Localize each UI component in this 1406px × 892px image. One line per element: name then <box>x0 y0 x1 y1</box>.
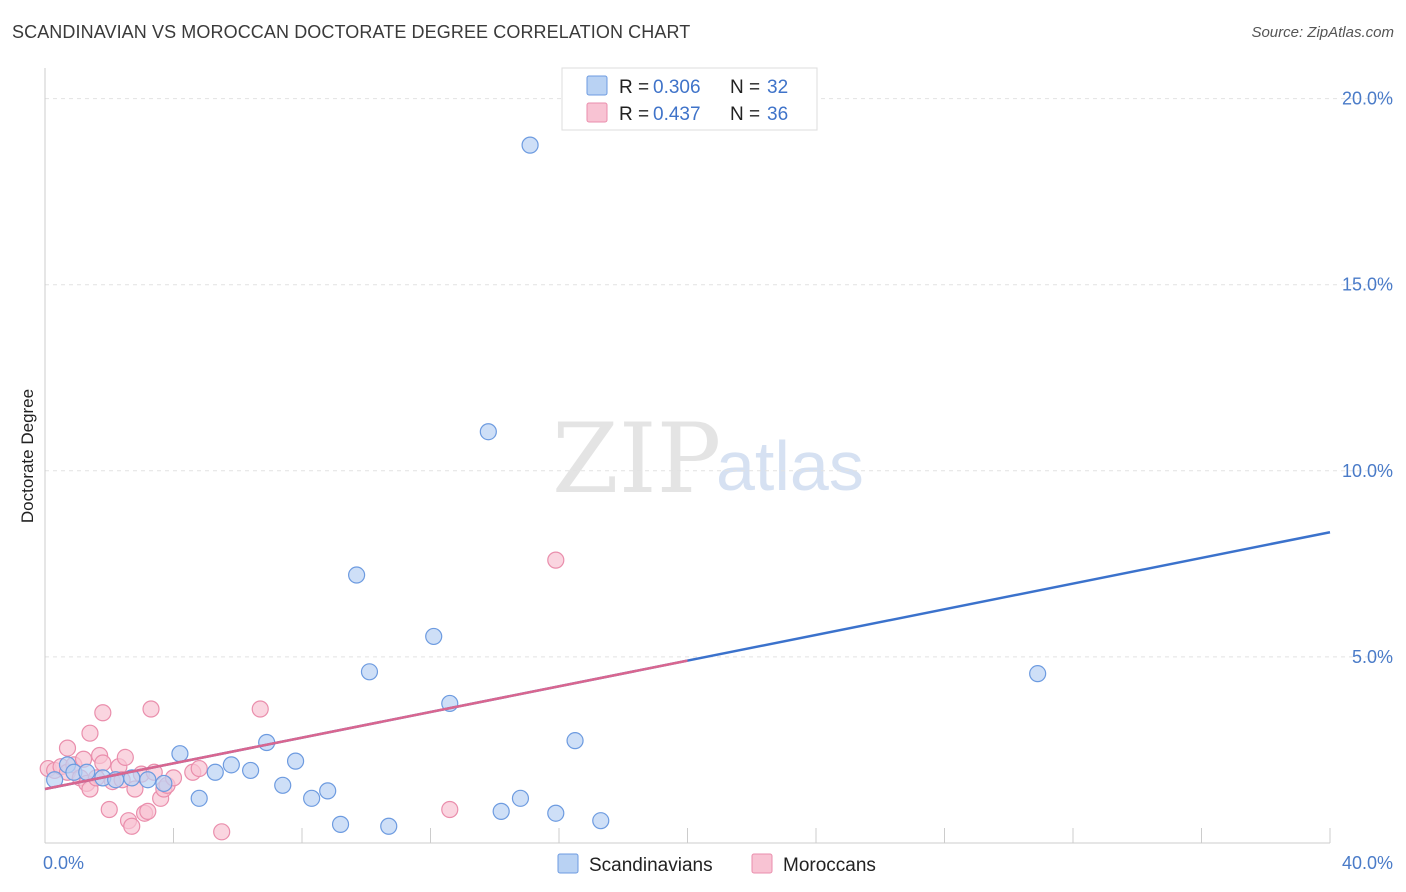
scandinavians-point-13 <box>242 761 260 780</box>
watermark: ZIP atlas <box>552 403 864 515</box>
legend-r-label-1: R = <box>619 77 649 98</box>
bottom-legend-swatch-scandinavians[interactable] <box>557 853 579 874</box>
moroccans-point-34 <box>213 823 231 841</box>
moroccans-point-37 <box>547 551 565 569</box>
legend-n-label-1: N = <box>730 77 760 98</box>
top-legend: R = 0.306 N = 32 R = 0.437 N = 36 <box>561 67 818 131</box>
scandinavians-point-17 <box>303 789 321 807</box>
scandinavians-point-30 <box>566 732 584 750</box>
scandinavians-points <box>46 136 1047 835</box>
legend-r-value-2: 0.437 <box>653 104 701 125</box>
scandinavians-point-21 <box>360 663 379 681</box>
chart-source: Source: ZipAtlas.com <box>1251 24 1394 41</box>
y-tick-label-2: 15.0% <box>1342 275 1393 295</box>
scandinavians-point-11 <box>206 763 224 781</box>
legend-swatch-moroccans <box>586 102 608 123</box>
scandinavians-point-18 <box>319 782 337 800</box>
y-tick-label-0: 5.0% <box>1352 647 1393 667</box>
scandinavians-point-22 <box>380 817 398 835</box>
x-tick-label-0: 0.0% <box>43 853 84 873</box>
moroccans-point-14 <box>94 704 112 722</box>
legend-n-value-1: 32 <box>767 77 788 98</box>
moroccans-point-26 <box>142 700 160 718</box>
legend-r-value-1: 0.306 <box>653 77 701 98</box>
moroccans-point-4 <box>58 739 77 757</box>
scandinavians-point-20 <box>348 566 366 584</box>
scandinavians-point-19 <box>331 815 350 833</box>
bottom-legend-swatch-moroccans[interactable] <box>751 853 773 874</box>
scandinavians-point-12 <box>222 756 240 774</box>
x-tick-label-1: 40.0% <box>1342 853 1393 873</box>
moroccans-point-36 <box>441 800 459 819</box>
trend-layer <box>44 530 1331 791</box>
watermark-atlas: atlas <box>716 427 864 505</box>
moroccans-point-13 <box>94 754 112 772</box>
watermark-zip: ZIP <box>552 403 721 515</box>
y-axis-title: Doctorate Degree <box>18 389 37 523</box>
scandinavians-point-31 <box>592 812 610 830</box>
legend-n-value-2: 36 <box>767 104 788 125</box>
chart-title: SCANDINAVIAN VS MOROCCAN DOCTORATE DEGRE… <box>12 22 691 42</box>
axis-layer: 5.0% 10.0% 15.0% 20.0% 0.0% 40.0% <box>43 68 1393 873</box>
scandinavians-point-23 <box>425 627 443 646</box>
bottom-legend-label-scandinavians[interactable]: Scandinavians <box>589 855 713 876</box>
scandinavians-point-32 <box>1029 665 1047 683</box>
y-tick-label-3: 20.0% <box>1342 89 1393 109</box>
legend-n-label-2: N = <box>730 104 760 125</box>
legend-swatch-scandinavians <box>586 75 608 96</box>
scandinavians-point-15 <box>274 776 292 794</box>
scandinavians-point-8 <box>155 774 173 793</box>
y-tick-label-1: 10.0% <box>1342 461 1393 481</box>
scandinavians-point-10 <box>190 789 208 807</box>
scandinavians-point-27 <box>511 789 530 807</box>
moroccans-point-25 <box>139 802 157 820</box>
scandinavians-point-25 <box>479 423 497 441</box>
scandinavians-point-16 <box>286 752 305 770</box>
moroccans-trend-line <box>44 659 688 791</box>
scandinavians-point-26 <box>492 802 510 820</box>
moroccans-point-35 <box>251 700 269 718</box>
legend-r-label-2: R = <box>619 104 649 125</box>
moroccans-point-33 <box>190 759 208 778</box>
scandinavians-point-29 <box>547 804 565 822</box>
scandinavians-point-7 <box>139 771 157 789</box>
scandinavians-point-3 <box>78 763 96 781</box>
moroccans-point-21 <box>123 817 141 835</box>
bottom-legend: Scandinavians Moroccans <box>557 853 876 876</box>
bottom-legend-label-moroccans[interactable]: Moroccans <box>783 855 876 876</box>
moroccans-point-19 <box>116 748 134 766</box>
moroccans-point-10 <box>81 724 99 742</box>
grid-layer <box>45 98 1392 658</box>
scandinavians-point-9 <box>171 745 189 763</box>
moroccans-point-15 <box>100 800 118 819</box>
moroccans-points <box>39 551 565 841</box>
scandinavians-point-28 <box>521 136 539 154</box>
